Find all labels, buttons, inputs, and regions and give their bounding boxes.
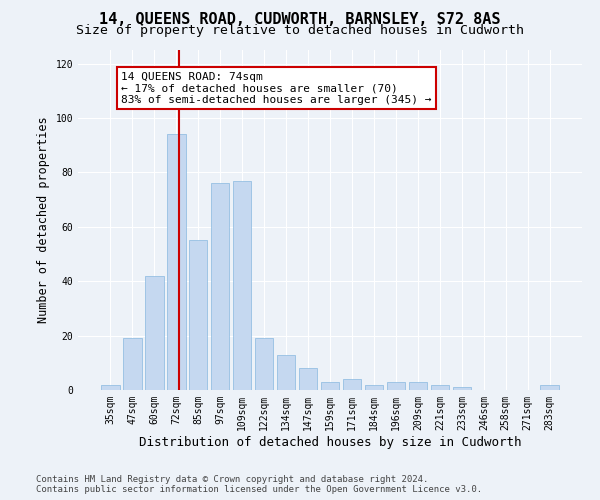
Text: Size of property relative to detached houses in Cudworth: Size of property relative to detached ho…	[76, 24, 524, 37]
Y-axis label: Number of detached properties: Number of detached properties	[37, 116, 50, 324]
Bar	[343, 379, 361, 390]
Bar	[189, 240, 208, 390]
Bar	[211, 184, 229, 390]
Text: Contains HM Land Registry data © Crown copyright and database right 2024.
Contai: Contains HM Land Registry data © Crown c…	[36, 474, 482, 494]
Text: 14 QUEENS ROAD: 74sqm
← 17% of detached houses are smaller (70)
83% of semi-deta: 14 QUEENS ROAD: 74sqm ← 17% of detached …	[121, 72, 432, 105]
Bar	[299, 368, 317, 390]
Text: 14, QUEENS ROAD, CUDWORTH, BARNSLEY, S72 8AS: 14, QUEENS ROAD, CUDWORTH, BARNSLEY, S72…	[99, 12, 501, 28]
X-axis label: Distribution of detached houses by size in Cudworth: Distribution of detached houses by size …	[139, 436, 521, 448]
Bar	[541, 384, 559, 390]
Bar	[277, 354, 295, 390]
Bar	[255, 338, 274, 390]
Bar	[365, 384, 383, 390]
Bar	[452, 388, 471, 390]
Bar	[431, 384, 449, 390]
Bar	[167, 134, 185, 390]
Bar	[101, 384, 119, 390]
Bar	[123, 338, 142, 390]
Bar	[233, 180, 251, 390]
Bar	[320, 382, 340, 390]
Bar	[145, 276, 164, 390]
Bar	[386, 382, 405, 390]
Bar	[409, 382, 427, 390]
